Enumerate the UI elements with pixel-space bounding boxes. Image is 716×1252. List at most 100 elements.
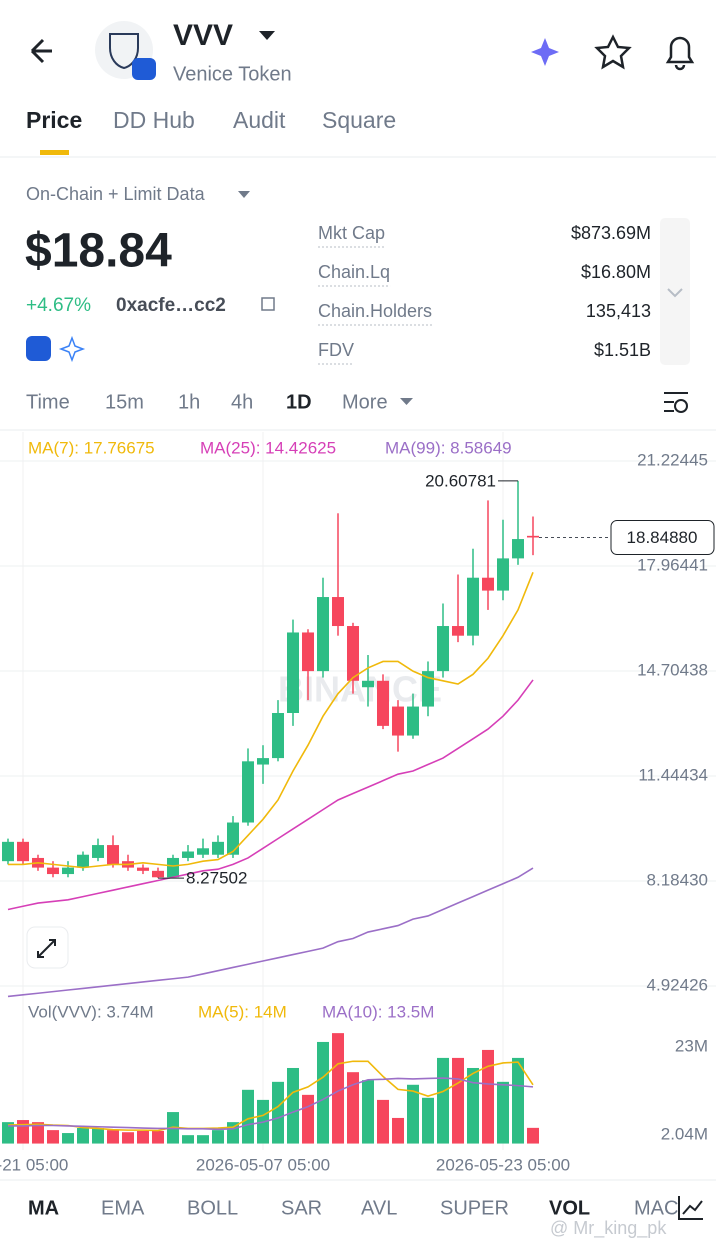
ma-legend: MA(10): 13.5M [322,1002,434,1021]
candle-body [107,845,119,865]
chart-icon[interactable] [678,1196,703,1220]
tab-indicator [40,150,69,155]
x-tick-label: 2026-05-23 05:00 [436,1155,570,1174]
indicator-tab[interactable]: AVL [361,1197,397,1219]
ma-line [8,572,534,869]
tab[interactable]: Price [26,107,82,133]
stats-scroll[interactable] [660,218,690,365]
indicator-tab[interactable]: VOL [549,1197,590,1219]
candle-body [257,758,269,765]
indicator-tab[interactable]: MAC [634,1197,678,1219]
stat-label: Mkt Cap [318,223,385,243]
candle-body [77,854,89,868]
candle-body [152,870,164,878]
last-price-label: 18.84880 [627,528,698,547]
tab[interactable]: Square [322,107,396,133]
candle-body [512,539,524,559]
ma-line [7,679,534,911]
y-tick-label: 2.04M [661,1124,708,1143]
candle-body [467,577,479,636]
interval[interactable]: More [342,391,388,413]
dropdown-icon[interactable] [259,31,275,40]
interval[interactable]: 4h [231,391,253,413]
volume-title: Vol(VVV): 3.74M [28,1002,154,1021]
copy-icon[interactable] [261,297,275,311]
indicator-tab[interactable]: SUPER [440,1197,509,1219]
volume-bar [2,1122,14,1144]
interval[interactable]: Time [26,391,70,413]
indicator-tab[interactable]: EMA [101,1197,145,1219]
y-tick-label: 17.96441 [637,555,708,574]
interval[interactable]: 15m [105,391,144,413]
volume-bar [422,1097,434,1144]
data-source[interactable]: On-Chain + Limit Data [26,184,206,204]
y-tick-label: 23M [675,1036,708,1055]
candle-body [212,841,224,855]
candle-body [167,857,179,878]
volume-bar [47,1130,59,1144]
logo-mark [109,33,139,70]
price-change: +4.67% [26,295,91,316]
volume-bar [287,1067,299,1144]
candle-body [347,626,359,681]
star-icon[interactable] [594,34,632,70]
indicator-tab[interactable]: MA [28,1197,59,1219]
volume-bar [467,1067,479,1144]
ai-icon[interactable] [531,38,559,66]
tab[interactable]: Audit [233,107,286,133]
volume-bar [272,1081,284,1144]
stat-label: Chain.Lq [318,262,390,282]
watermark-logo: BINANCE [278,669,442,710]
candle-body [407,706,419,736]
ma-line [8,1077,534,1131]
annotation: 20.60781 [425,471,496,490]
bell-icon[interactable] [665,36,695,71]
candle-body [452,626,464,636]
back-icon[interactable] [30,38,52,64]
chevron [667,288,683,298]
volume-bar [347,1072,359,1144]
volume-bar [182,1135,194,1144]
candle-body [497,558,509,591]
candle-body [392,706,404,736]
candle-body [227,822,239,855]
chain-badge [26,336,51,361]
candle-body [287,632,299,713]
y-tick-label: 4.92426 [647,975,708,994]
token-name: Venice Token [173,63,292,85]
settings-icon-dot [674,399,688,413]
candle-body [332,597,344,627]
x-tick-label: 04-21 05:00 [0,1155,68,1174]
volume-bar [302,1094,314,1144]
tab[interactable]: DD Hub [113,107,195,133]
volume-bar [332,1033,344,1144]
candle-body [272,712,284,759]
volume-bar [317,1041,329,1144]
volume-bar [152,1130,164,1144]
interval[interactable]: 1D [286,391,312,413]
candle-body [422,671,434,707]
interval[interactable]: 1h [178,391,200,413]
indicator-tab[interactable]: BOLL [187,1197,238,1219]
volume-bar [482,1049,494,1144]
last-price-box [610,519,715,555]
settings-icon[interactable] [664,392,688,412]
candle-body [137,867,149,871]
volume-bar [377,1099,389,1144]
expand-icon [37,939,56,958]
indicator-tab[interactable]: SAR [281,1197,322,1219]
volume-bar [137,1130,149,1144]
volume-bar [107,1130,119,1144]
volume-bar [242,1089,254,1144]
ma-line [7,1060,534,1132]
stat-label: Chain.Holders [318,301,432,321]
stat-value: $16.80M [581,262,651,282]
candle-body [437,626,449,672]
volume-bar [77,1128,89,1144]
ma-legend: MA(5): 14M [198,1002,287,1021]
ma-line [7,867,534,998]
volume-bar [62,1133,74,1144]
stat-value: $1.51B [594,340,651,360]
y-tick-label: 11.44434 [638,765,708,784]
